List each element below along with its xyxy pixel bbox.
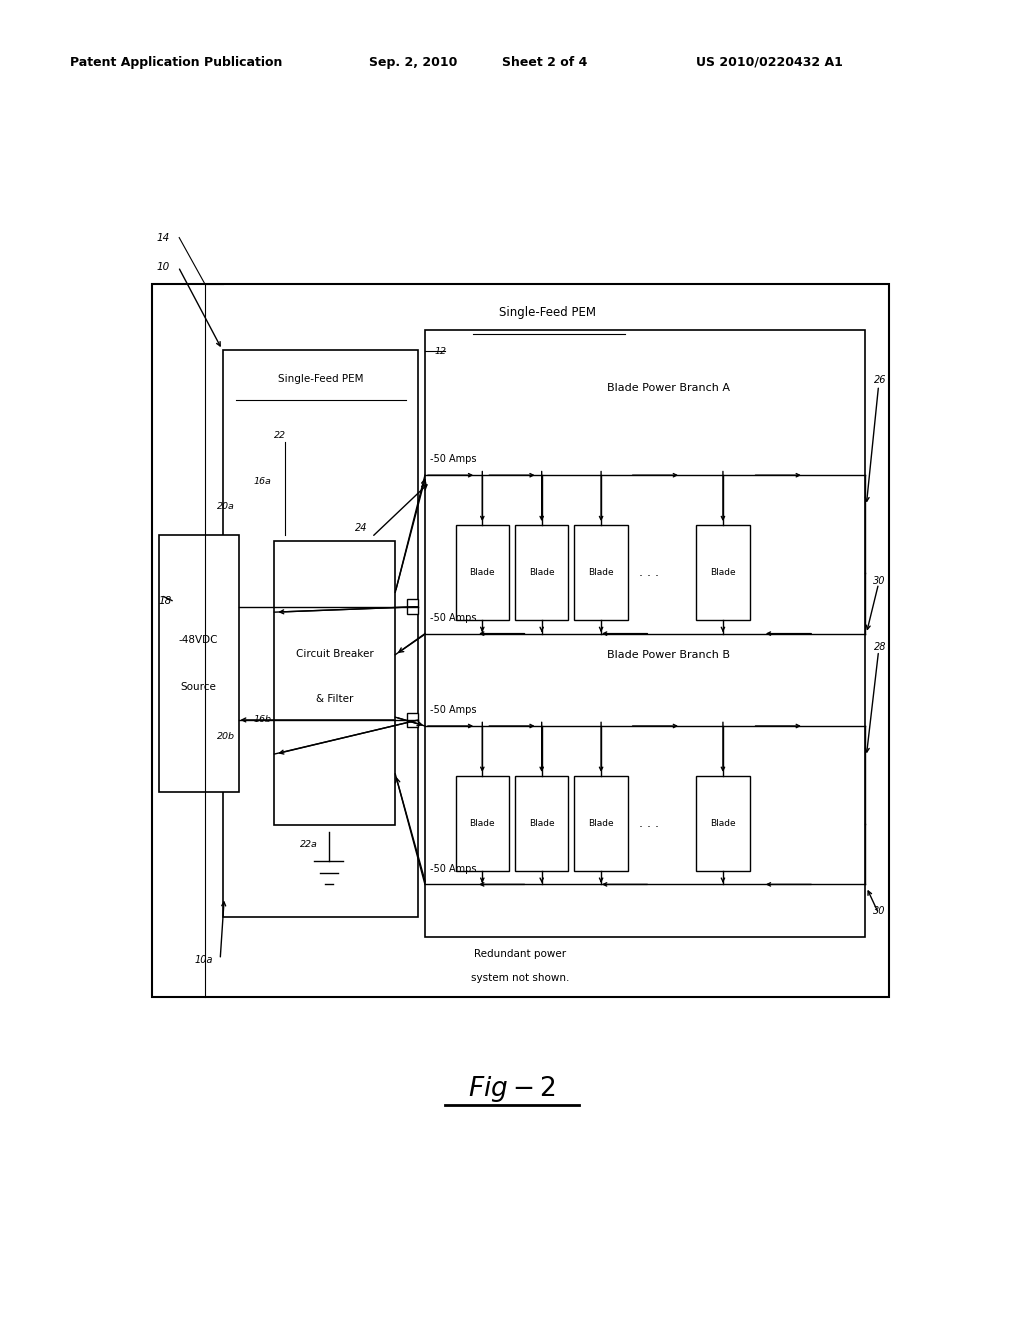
Text: Blade: Blade bbox=[469, 820, 496, 828]
Text: -48VDC: -48VDC bbox=[179, 635, 218, 644]
Bar bbox=[152, 284, 889, 997]
Text: Blade: Blade bbox=[710, 820, 736, 828]
Text: 30: 30 bbox=[873, 906, 886, 916]
Text: 22a: 22a bbox=[300, 841, 317, 849]
Text: 14: 14 bbox=[157, 232, 170, 243]
Bar bbox=[274, 541, 395, 825]
Text: 30: 30 bbox=[873, 576, 886, 586]
Text: 24: 24 bbox=[355, 523, 368, 533]
Text: system not shown.: system not shown. bbox=[471, 973, 569, 983]
Text: Blade: Blade bbox=[710, 569, 736, 577]
Text: 10a: 10a bbox=[195, 954, 213, 965]
Text: 22: 22 bbox=[274, 432, 287, 440]
Text: Blade: Blade bbox=[528, 569, 555, 577]
Bar bbox=[408, 599, 419, 614]
Bar bbox=[159, 535, 239, 792]
Text: Blade: Blade bbox=[588, 820, 614, 828]
Text: Single-Feed PEM: Single-Feed PEM bbox=[500, 306, 596, 319]
Text: 10: 10 bbox=[157, 261, 170, 272]
Bar bbox=[425, 330, 865, 937]
Bar bbox=[408, 713, 419, 727]
Text: 26: 26 bbox=[873, 375, 886, 385]
Text: Source: Source bbox=[180, 682, 217, 692]
Bar bbox=[456, 525, 509, 620]
Text: Blade: Blade bbox=[469, 569, 496, 577]
Text: 28: 28 bbox=[873, 642, 886, 652]
Text: Circuit Breaker: Circuit Breaker bbox=[296, 649, 374, 659]
Text: Blade: Blade bbox=[588, 569, 614, 577]
Text: 18: 18 bbox=[159, 595, 172, 606]
Text: & Filter: & Filter bbox=[316, 694, 353, 704]
Text: Patent Application Publication: Patent Application Publication bbox=[70, 55, 282, 69]
Text: Single-Feed PEM: Single-Feed PEM bbox=[278, 374, 364, 384]
Text: $\mathit{Fig-2}$: $\mathit{Fig-2}$ bbox=[468, 1074, 556, 1104]
Bar bbox=[574, 525, 628, 620]
Text: . . .: . . . bbox=[639, 817, 659, 830]
Bar bbox=[696, 525, 750, 620]
Bar bbox=[696, 776, 750, 871]
Text: Blade Power Branch B: Blade Power Branch B bbox=[607, 649, 730, 660]
Text: -50 Amps: -50 Amps bbox=[430, 454, 476, 465]
Bar bbox=[223, 350, 418, 917]
Bar bbox=[574, 776, 628, 871]
Text: -50 Amps: -50 Amps bbox=[430, 612, 476, 623]
Text: -50 Amps: -50 Amps bbox=[430, 705, 476, 715]
Text: Redundant power: Redundant power bbox=[474, 949, 566, 960]
Bar bbox=[515, 776, 568, 871]
Text: US 2010/0220432 A1: US 2010/0220432 A1 bbox=[696, 55, 843, 69]
Text: Sep. 2, 2010: Sep. 2, 2010 bbox=[369, 55, 457, 69]
Text: Blade: Blade bbox=[528, 820, 555, 828]
Text: 12: 12 bbox=[434, 347, 446, 355]
Bar bbox=[456, 776, 509, 871]
Text: . . .: . . . bbox=[639, 566, 659, 579]
Text: Blade Power Branch A: Blade Power Branch A bbox=[607, 383, 730, 393]
Text: 20b: 20b bbox=[217, 733, 236, 741]
Text: 16a: 16a bbox=[254, 478, 271, 486]
Bar bbox=[515, 525, 568, 620]
Text: Sheet 2 of 4: Sheet 2 of 4 bbox=[502, 55, 587, 69]
Text: -50 Amps: -50 Amps bbox=[430, 863, 476, 874]
Text: 20a: 20a bbox=[217, 503, 234, 511]
Text: 16b: 16b bbox=[254, 715, 272, 723]
